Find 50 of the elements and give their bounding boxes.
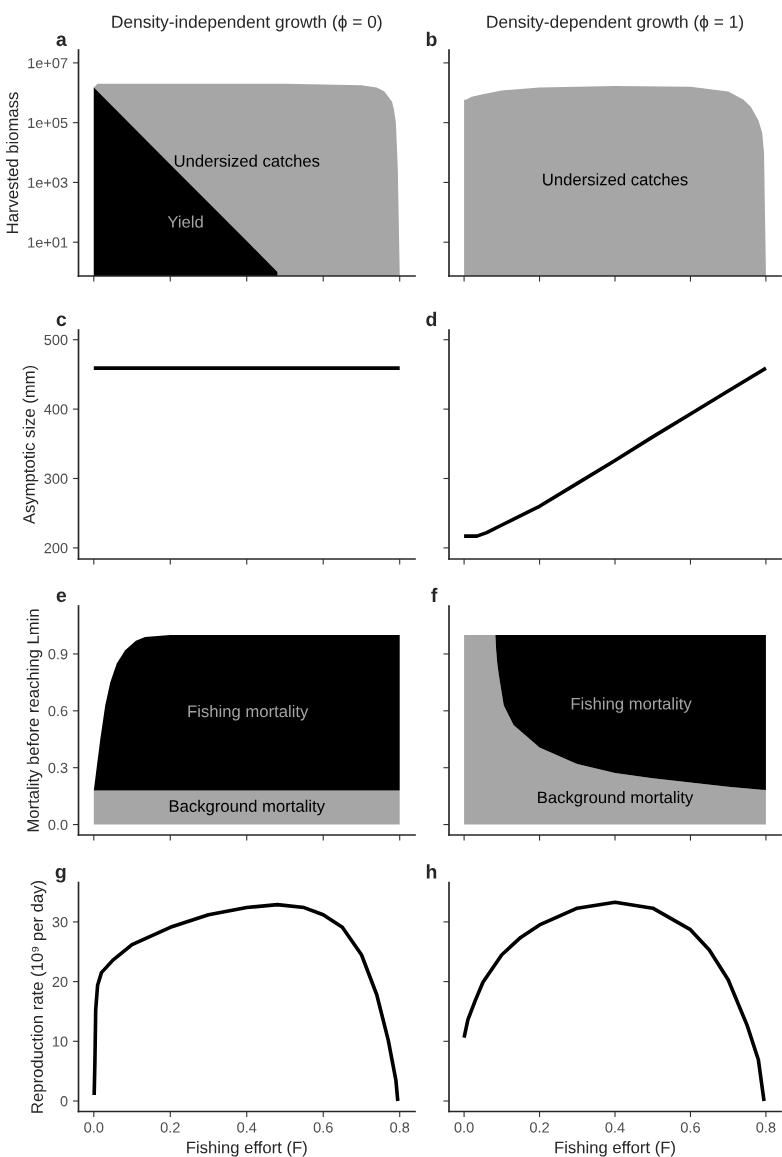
y-tick-label: 300: [44, 473, 68, 484]
text: g: [55, 867, 66, 883]
x-tick-label: 0.0: [454, 1122, 474, 1133]
y-axis-title: Reproduction rate (10⁹ per day): [30, 880, 47, 1113]
text: a: [56, 35, 67, 47]
x-axis-title: Fishing effort (F): [555, 1141, 675, 1157]
y-tick-label: 0.9: [48, 649, 68, 660]
y-tick-label: 400: [44, 404, 68, 415]
chart-title: Density-dependent growth (ϕ = 1): [487, 15, 744, 32]
y-tick-label: 0.3: [48, 762, 68, 774]
x-tick-label: 0.2: [160, 1122, 180, 1133]
y-tick-label: 0.0: [48, 819, 68, 830]
series-label: Background mortality: [538, 791, 694, 807]
x-tick-label: 0.4: [605, 1122, 625, 1133]
series-label: Fishing mortality: [188, 704, 309, 721]
text: c: [56, 315, 67, 327]
y-tick-label: 500: [44, 334, 68, 346]
y-tick-label: 1e+05: [28, 117, 68, 129]
y-axis-title: Mortality before reaching Lmin: [26, 609, 43, 832]
y-tick-label: 200: [44, 543, 68, 554]
x-tick-label: 0.6: [313, 1122, 333, 1133]
line-series: [92, 902, 400, 1103]
y-axis-title: Asymptotic size (mm): [22, 365, 39, 525]
chart-title: Density-independent growth (ϕ = 0): [112, 15, 382, 32]
text: b: [426, 31, 437, 47]
y-axis-title: Harvested biomass: [6, 92, 19, 233]
y-tick-label: 1e+07: [28, 57, 68, 69]
x-tick-label: 0.2: [529, 1122, 549, 1133]
text: h: [426, 864, 437, 879]
series-label: Fishing mortality: [571, 697, 692, 713]
series-label: Undersized catches: [543, 173, 688, 186]
x-axis-title: Fishing effort (F): [187, 1141, 307, 1157]
y-tick-label: 0.6: [48, 705, 68, 717]
series-label: Background mortality: [169, 799, 325, 816]
text: e: [56, 591, 67, 603]
series-label: Yield: [167, 215, 203, 228]
y-tick-label: 10: [52, 1036, 68, 1047]
text: d: [426, 311, 437, 327]
x-tick-label: 0.0: [84, 1122, 104, 1133]
y-tick-label: 30: [52, 917, 68, 928]
x-tick-label: 0.6: [680, 1122, 700, 1133]
series-label: Undersized catches: [174, 154, 320, 167]
y-tick-label: 1e+01: [28, 237, 68, 248]
y-tick-label: 20: [52, 976, 68, 988]
x-tick-label: 0.8: [756, 1122, 776, 1133]
x-tick-label: 0.8: [390, 1122, 410, 1133]
y-tick-label: 0: [60, 1096, 68, 1107]
text: f: [431, 587, 438, 602]
y-tick-label: 1e+03: [28, 177, 68, 188]
x-tick-label: 0.4: [237, 1122, 257, 1133]
